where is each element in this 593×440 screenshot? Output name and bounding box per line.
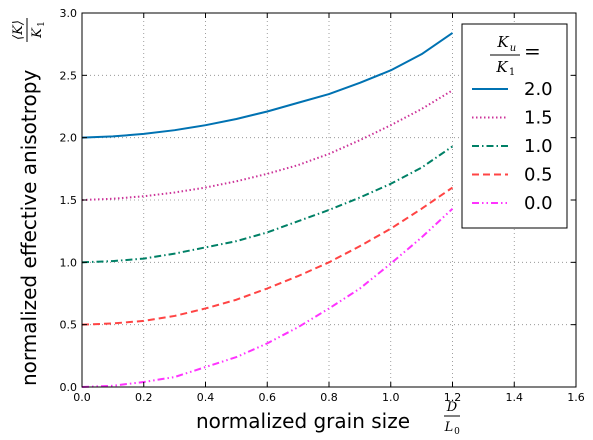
legend-entries: 2.0 1.5 1.0 0.5 0.0 (472, 79, 553, 214)
x-axis-label: normalized grain size D L 0 (196, 400, 460, 437)
x-tick-label: 1.6 (567, 391, 585, 404)
y-axis-label-denominator: K (30, 27, 45, 39)
x-axis-label-denominator: L (444, 420, 454, 435)
x-tick-label: 0.6 (259, 391, 277, 404)
x-tick-label: 0.4 (197, 391, 215, 404)
series-line-0-5 (81, 186, 454, 326)
y-tick-label: 1.0 (60, 256, 78, 269)
x-axis-label-denominator-sub: 0 (454, 427, 460, 437)
legend-title: K u K 1 = (490, 33, 541, 78)
series-line-1-5 (81, 89, 454, 201)
legend-label: 1.5 (524, 108, 553, 129)
y-axis-label-denominator-sub: 1 (37, 21, 47, 27)
legend-title-suffix: = (524, 39, 541, 63)
y-tick-label: 2.0 (60, 132, 78, 145)
x-tick-label: 0.8 (320, 391, 338, 404)
series-layer (81, 32, 454, 388)
legend-label: 2.0 (524, 79, 553, 100)
legend-label: 0.0 (524, 193, 553, 214)
legend-title-denominator-sub: 1 (509, 67, 515, 78)
x-tick-label: 1.0 (382, 391, 400, 404)
x-tick-label: 1.2 (444, 391, 462, 404)
y-tick-label: 0.0 (60, 381, 78, 394)
legend-title-numerator-sub: u (510, 43, 516, 54)
ticks: 0.0 0.2 0.4 0.6 0.8 1.0 1.2 1.4 1.60.00.51.01.52… (60, 7, 585, 404)
y-tick-label: 1.5 (60, 194, 78, 207)
x-axis-label-numerator: D (446, 400, 458, 415)
series-line-2-0 (81, 32, 454, 139)
legend-title-numerator: K (496, 33, 509, 51)
x-axis-label-text: normalized grain size (196, 409, 410, 433)
y-axis-label-numerator: ⟨K⟩ (11, 20, 26, 40)
legend-label: 1.0 (524, 136, 553, 157)
x-tick-label: 0.2 (135, 391, 153, 404)
legend: K u K 1 = 2.0 1.5 1.0 0.5 0.0 (461, 23, 568, 229)
y-tick-label: 0.5 (60, 319, 78, 332)
x-tick-label: 0.0 (73, 391, 91, 404)
y-axis-label: normalized effective anisotropy ⟨K⟩ K 1 (11, 18, 47, 386)
series-line-1-0 (81, 145, 454, 264)
legend-box (461, 23, 568, 229)
legend-title-denominator: K (495, 58, 508, 76)
legend-label: 0.5 (524, 165, 553, 186)
y-tick-label: 2.5 (60, 69, 78, 82)
y-axis-label-text: normalized effective anisotropy (17, 70, 41, 386)
x-tick-label: 1.4 (506, 391, 524, 404)
y-tick-label: 3.0 (60, 7, 78, 20)
